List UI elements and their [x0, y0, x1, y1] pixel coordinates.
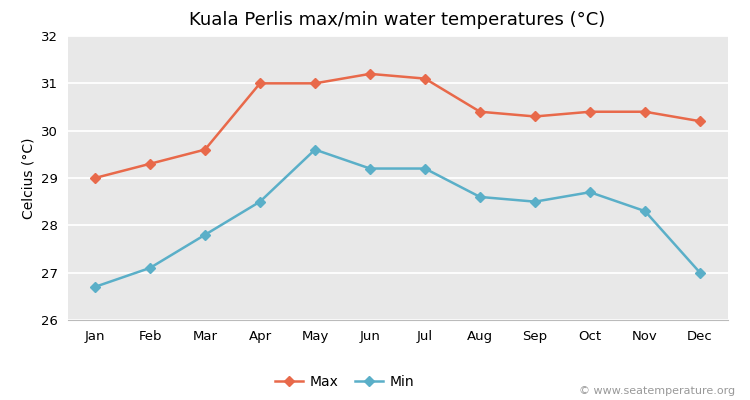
Min: [695, 270, 704, 275]
Max: [310, 81, 320, 86]
Max: [476, 109, 484, 114]
Max: [365, 72, 374, 76]
Text: © www.seatemperature.org: © www.seatemperature.org: [579, 386, 735, 396]
Min: [146, 266, 154, 270]
Max: [200, 147, 209, 152]
Min: [91, 284, 100, 289]
Line: Max: Max: [92, 70, 704, 182]
Max: [256, 81, 265, 86]
Min: [640, 209, 650, 214]
Max: [695, 119, 704, 124]
Max: [530, 114, 539, 119]
Max: [421, 76, 430, 81]
Legend: Max, Min: Max, Min: [269, 370, 420, 395]
Max: [586, 109, 595, 114]
Max: [146, 161, 154, 166]
Min: [586, 190, 595, 195]
Min: [256, 199, 265, 204]
Max: [91, 176, 100, 180]
Min: [476, 194, 484, 199]
Line: Min: Min: [92, 146, 704, 290]
Y-axis label: Celcius (°C): Celcius (°C): [21, 137, 35, 219]
Min: [530, 199, 539, 204]
Min: [310, 147, 320, 152]
Max: [640, 109, 650, 114]
Min: [421, 166, 430, 171]
Min: [365, 166, 374, 171]
Min: [200, 232, 209, 237]
Title: Kuala Perlis max/min water temperatures (°C): Kuala Perlis max/min water temperatures …: [189, 11, 606, 29]
